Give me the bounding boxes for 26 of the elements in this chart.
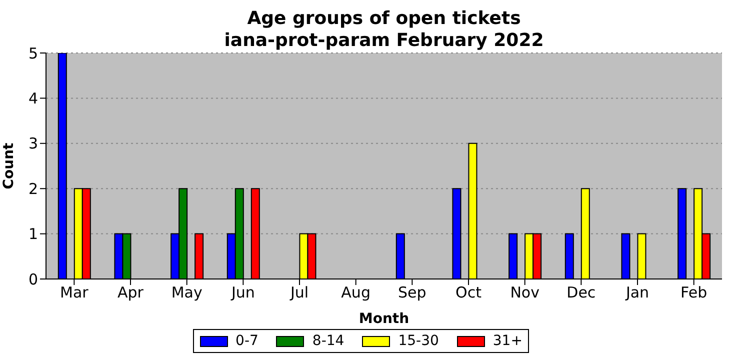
x-tick-label: Apr bbox=[118, 284, 144, 302]
x-tick-label: Dec bbox=[566, 284, 596, 302]
y-tick-label: 1 bbox=[28, 225, 38, 244]
legend-label: 15-30 bbox=[398, 333, 439, 349]
x-tick-label: Mar bbox=[60, 284, 90, 302]
y-tick-label: 4 bbox=[28, 90, 38, 108]
x-tick-label: Oct bbox=[456, 284, 482, 302]
x-tick-label: Jun bbox=[230, 284, 255, 302]
x-tick-label: Aug bbox=[341, 284, 370, 302]
x-tick-label: Feb bbox=[680, 284, 708, 302]
x-tick-label: May bbox=[171, 284, 202, 302]
y-axis-title: Count bbox=[0, 142, 17, 190]
x-tick-label: Jul bbox=[289, 284, 309, 302]
legend-label: 0-7 bbox=[236, 333, 258, 349]
y-tick-label: 2 bbox=[28, 180, 38, 198]
y-tick-label: 3 bbox=[28, 134, 38, 153]
x-tick-label: Sep bbox=[398, 284, 426, 302]
y-tick-label: 5 bbox=[28, 44, 38, 62]
chart-title: Age groups of open tickets bbox=[246, 8, 522, 30]
y-tick-label: 0 bbox=[28, 270, 38, 288]
legend-label: 31+ bbox=[492, 333, 522, 349]
x-tick-label: Nov bbox=[510, 284, 540, 302]
x-axis-title: Month bbox=[358, 311, 410, 327]
x-tick-label: Jan bbox=[624, 284, 650, 302]
chart-subtitle: iana-prot-param February 2022 bbox=[223, 30, 545, 52]
legend-label: 8-14 bbox=[312, 333, 344, 349]
